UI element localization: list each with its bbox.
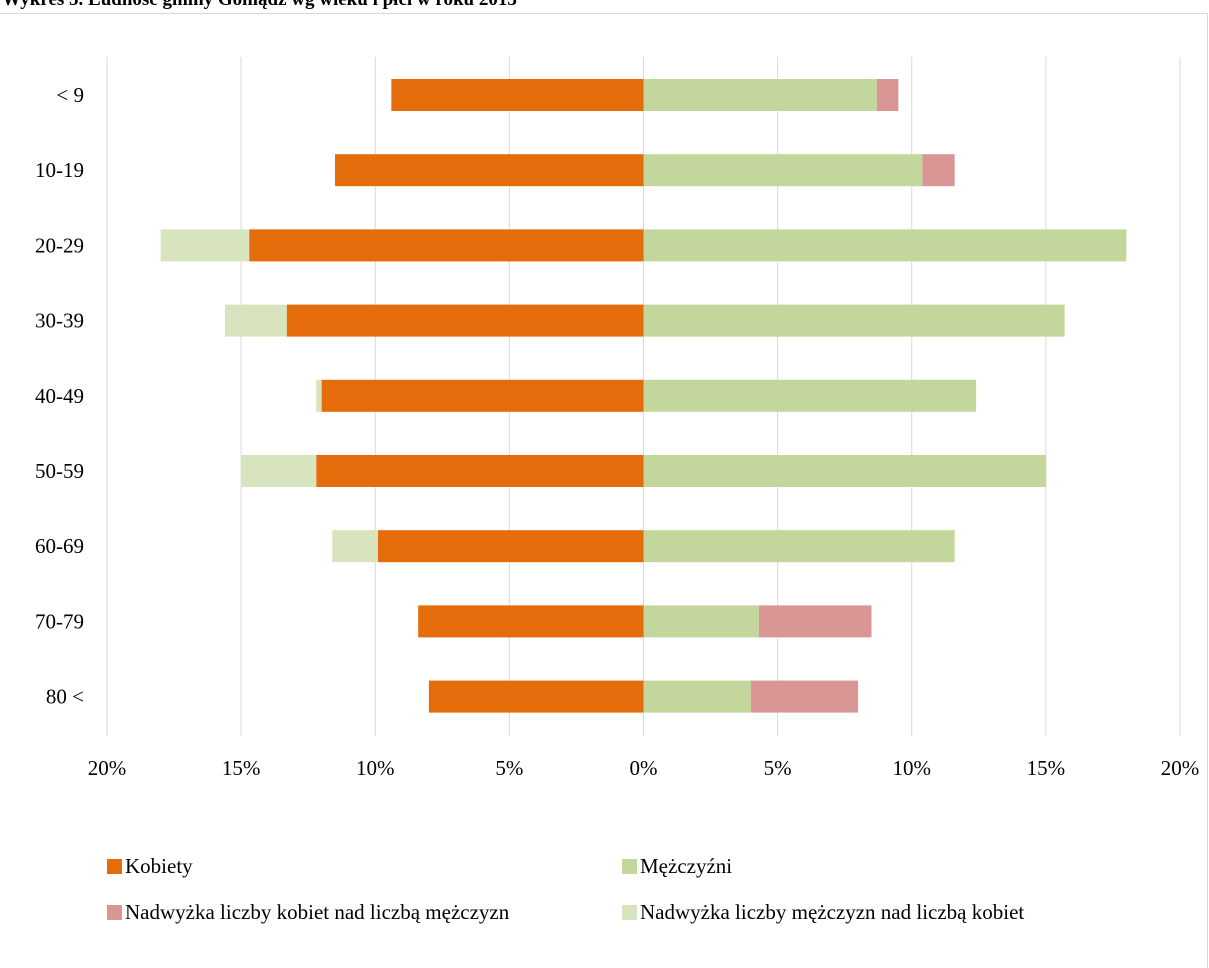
bar-series-0 [418, 605, 644, 638]
bar-series-0 [377, 530, 644, 563]
legend-label-nadwyzka-kobiet: Nadwyżka liczby kobiet nad liczbą mężczy… [125, 900, 510, 924]
legend-swatch-mezczyzni [622, 859, 637, 874]
y-category-label: < 9 [56, 83, 84, 107]
legend-item-nadwyzka-kobiet: Nadwyżka liczby kobiet nad liczbą mężczy… [107, 900, 509, 925]
x-tick-label: 10% [893, 756, 932, 780]
bar-series-2 [758, 605, 872, 638]
y-category-label: 60-69 [35, 534, 84, 558]
bar-series-0 [335, 154, 644, 187]
x-tick-label: 0% [630, 756, 658, 780]
bar-series-2 [922, 154, 955, 187]
bar-series-0 [249, 229, 644, 262]
x-tick-label: 10% [356, 756, 395, 780]
bar-series-0 [321, 379, 644, 412]
legend-swatch-kobiety [107, 859, 122, 874]
legend-swatch-nadwyzka-mezczyzn [622, 905, 637, 920]
bar-series-1 [643, 455, 1046, 487]
legend-item-mezczyzni: Mężczyźni [622, 854, 732, 879]
x-tick-label: 5% [764, 756, 792, 780]
y-category-label: 20-29 [35, 233, 84, 257]
bar-series-1 [643, 79, 877, 111]
bar-series-2 [876, 79, 899, 111]
bar-series-0 [428, 680, 644, 713]
bar-series-3 [241, 455, 317, 487]
bar-series-3 [160, 229, 250, 262]
bar-series-0 [391, 79, 644, 111]
bar-series-3 [332, 530, 378, 563]
y-category-label: 30-39 [35, 309, 84, 333]
legend-swatch-nadwyzka-kobiet [107, 905, 122, 920]
y-category-label: 40-49 [35, 384, 84, 408]
x-tick-label: 20% [1161, 756, 1200, 780]
bar-series-3 [316, 379, 322, 412]
x-tick-label: 20% [88, 756, 127, 780]
y-category-label: 10-19 [35, 158, 84, 182]
x-tick-label: 15% [1027, 756, 1066, 780]
legend-item-nadwyzka-mezczyzn: Nadwyżka liczby mężczyzn nad liczbą kobi… [622, 900, 1024, 925]
bar-series-3 [225, 304, 287, 337]
bar-series-1 [643, 605, 759, 638]
bar-series-1 [643, 304, 1065, 337]
legend-label-kobiety: Kobiety [125, 854, 193, 878]
chart-frame [0, 13, 1208, 968]
bar-series-1 [643, 530, 955, 563]
chart-title: Wykres 5. Ludność gminy Goniądz wg wieku… [2, 0, 517, 11]
y-category-label: 80 < [46, 685, 84, 709]
legend-item-kobiety: Kobiety [107, 854, 193, 879]
bar-series-0 [316, 455, 644, 487]
y-category-label: 50-59 [35, 459, 84, 483]
x-tick-label: 15% [222, 756, 261, 780]
bar-series-1 [643, 680, 751, 713]
bar-series-1 [643, 229, 1127, 262]
y-category-label: 70-79 [35, 609, 84, 633]
legend-label-mezczyzni: Mężczyźni [640, 854, 733, 878]
bar-series-1 [643, 154, 923, 187]
bar-series-2 [750, 680, 859, 713]
x-tick-label: 5% [495, 756, 523, 780]
bar-series-0 [286, 304, 644, 337]
legend-label-nadwyzka-mezczyzn: Nadwyżka liczby mężczyzn nad liczbą kobi… [640, 900, 1025, 924]
bar-series-1 [643, 379, 977, 412]
